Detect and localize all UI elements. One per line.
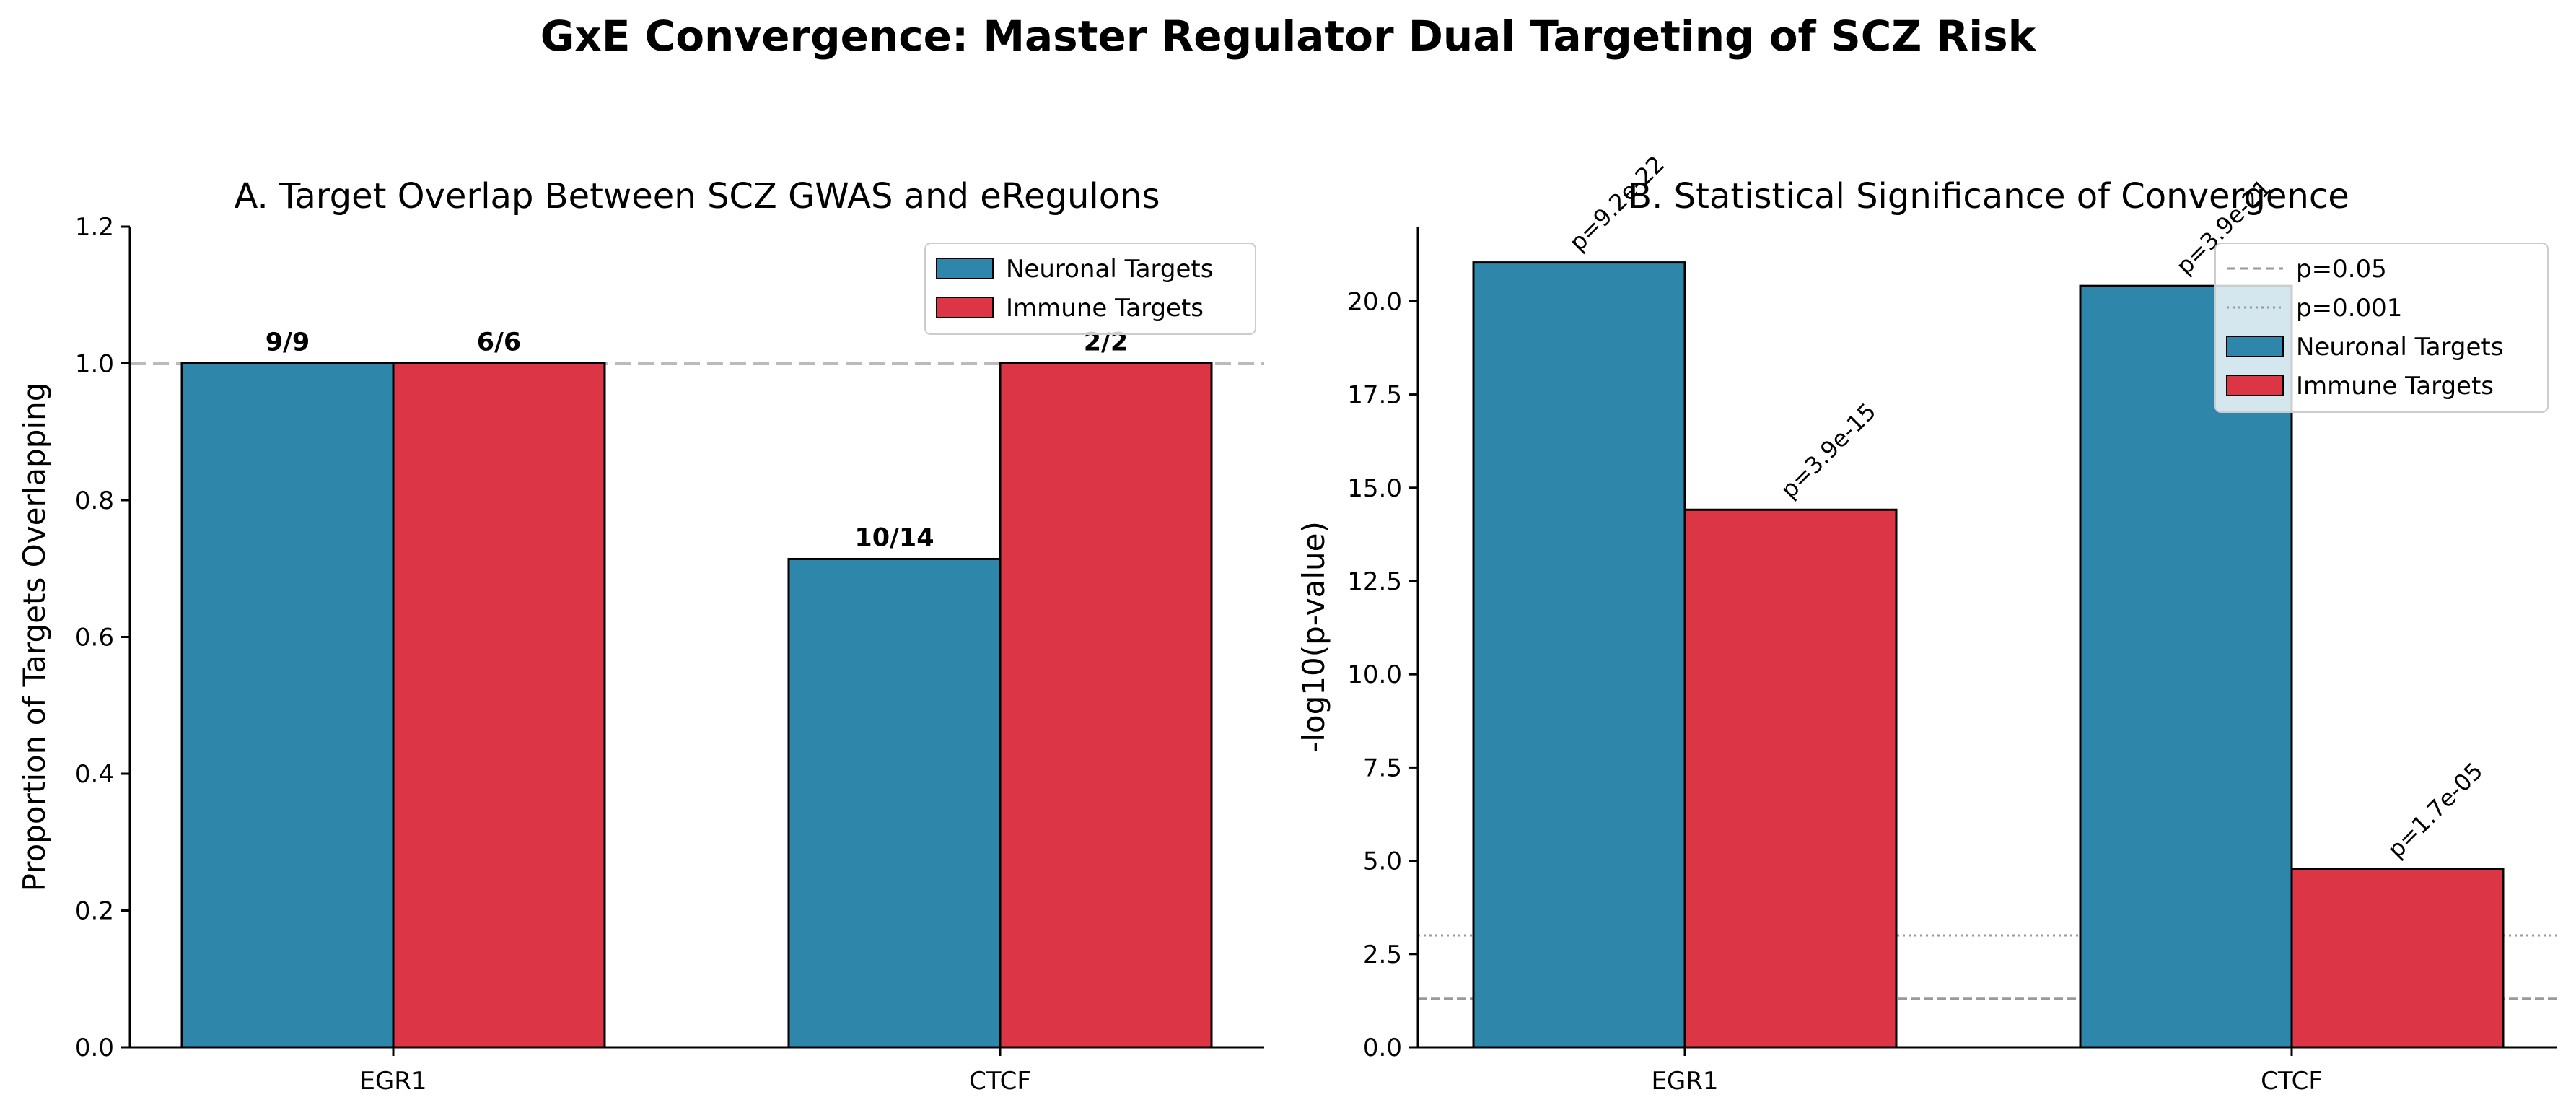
x-tick-label: CTCF [969,1067,1031,1096]
legend-swatch [2226,336,2284,357]
data-label: 10/14 [854,523,934,552]
y-tick-label: 7.5 [1363,754,1402,782]
legend-swatch [936,258,994,279]
legend-label: p=0.001 [2296,294,2402,323]
y-axis-label: -log10(p-value) [1296,521,1331,753]
legend-swatch [936,297,994,318]
bar [392,362,606,1049]
bar [2290,868,2505,1049]
y-tick-label: 15.0 [1347,474,1402,503]
figure-title: GxE Convergence: Master Regulator Dual T… [540,12,2037,61]
panel-title: A. Target Overlap Between SCZ GWAS and e… [234,176,1160,217]
legend-box [2214,243,2549,413]
panel-b: B. Statistical Significance of Convergen… [1296,150,2557,1096]
legend-box [924,243,1256,335]
y-tick-label: 12.5 [1347,567,1402,596]
data-label: p=3.9e-15 [1775,398,1881,504]
y-tick-label: 0.8 [75,486,114,515]
data-label: 6/6 [477,328,522,357]
bar [1472,261,1686,1049]
legend-label: Neuronal Targets [2296,333,2503,362]
x-tick-label: EGR1 [359,1067,426,1096]
legend-label: p=0.05 [2296,255,2387,284]
legend: p=0.05 p=0.001 Neuronal Targets Immune Targ… [2214,243,2549,413]
bar [1683,508,1898,1049]
data-label: p=1.7e-05 [2382,757,2488,863]
panel-title: B. Statistical Significance of Convergen… [1628,176,2349,217]
y-tick-label: 0.2 [75,897,114,926]
x-tick-label: CTCF [2261,1067,2323,1096]
y-tick-label: 5.0 [1363,847,1402,876]
x-tick-label: EGR1 [1651,1067,1718,1096]
legend-label: Immune Targets [1006,294,1204,323]
bar [787,557,1002,1049]
y-tick-label: 17.5 [1347,381,1402,410]
bar [180,362,395,1049]
y-axis-label: Proportion of Targets Overlapping [17,383,52,892]
y-tick-label: 0.4 [75,760,114,789]
panel-a: A. Target Overlap Between SCZ GWAS and e… [17,176,1264,1096]
y-tick-label: 0.6 [75,624,114,652]
y-tick-label: 1.0 [75,350,114,379]
y-tick-label: 0.0 [75,1034,114,1062]
legend-swatch [2226,375,2284,396]
legend-label: Immune Targets [2296,372,2494,401]
y-tick-label: 0.0 [1363,1034,1402,1062]
y-tick-label: 2.5 [1363,940,1402,969]
legend-label: Neuronal Targets [1006,255,1213,284]
bar [999,362,1213,1049]
data-label: 9/9 [266,328,310,357]
y-tick-label: 10.0 [1347,660,1402,689]
y-tick-label: 20.0 [1347,287,1402,316]
legend: Neuronal Targets Immune Targets [924,243,1256,335]
y-tick-label: 1.2 [75,213,114,242]
